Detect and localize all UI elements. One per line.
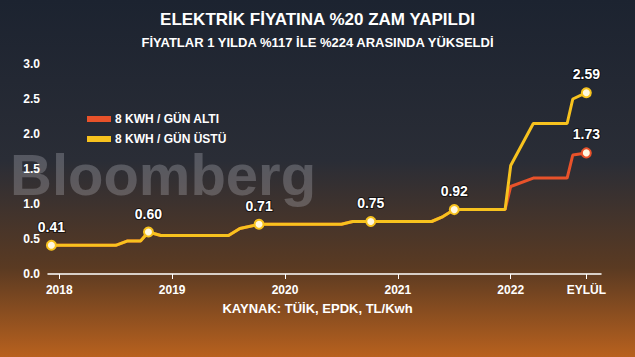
svg-text:2020: 2020 xyxy=(272,283,299,297)
svg-text:2018: 2018 xyxy=(46,283,73,297)
svg-text:Bloomberg: Bloomberg xyxy=(10,142,316,207)
svg-text:FİYATLAR 1 YILDA %117 İLE %224: FİYATLAR 1 YILDA %117 İLE %224 ARASINDA … xyxy=(141,35,493,50)
svg-text:8 KWH / GÜN ÜSTÜ: 8 KWH / GÜN ÜSTÜ xyxy=(115,131,226,146)
svg-text:0.75: 0.75 xyxy=(357,195,384,211)
svg-text:2.5: 2.5 xyxy=(23,92,40,106)
svg-text:ELEKTRİK FİYATINA %20 ZAM YAPI: ELEKTRİK FİYATINA %20 ZAM YAPILDI xyxy=(160,10,475,29)
svg-text:0.60: 0.60 xyxy=(135,206,162,222)
svg-text:0.0: 0.0 xyxy=(23,267,40,281)
svg-text:2021: 2021 xyxy=(385,283,412,297)
svg-text:1.5: 1.5 xyxy=(23,162,40,176)
svg-text:0.71: 0.71 xyxy=(245,198,272,214)
svg-text:1.0: 1.0 xyxy=(23,197,40,211)
svg-text:KAYNAK: TÜİK, EPDK, TL/Kwh: KAYNAK: TÜİK, EPDK, TL/Kwh xyxy=(222,301,412,316)
svg-text:0.41: 0.41 xyxy=(38,219,65,235)
svg-text:8 KWH / GÜN ALTI: 8 KWH / GÜN ALTI xyxy=(115,111,219,126)
svg-text:2022: 2022 xyxy=(497,283,524,297)
svg-text:2019: 2019 xyxy=(159,283,186,297)
svg-text:0.5: 0.5 xyxy=(23,232,40,246)
svg-text:2.0: 2.0 xyxy=(23,127,40,141)
svg-text:EYLÜL: EYLÜL xyxy=(567,282,606,297)
svg-text:3.0: 3.0 xyxy=(23,57,40,71)
svg-text:2.59: 2.59 xyxy=(573,66,600,82)
svg-text:1.73: 1.73 xyxy=(573,126,600,142)
svg-text:0.92: 0.92 xyxy=(441,183,468,199)
